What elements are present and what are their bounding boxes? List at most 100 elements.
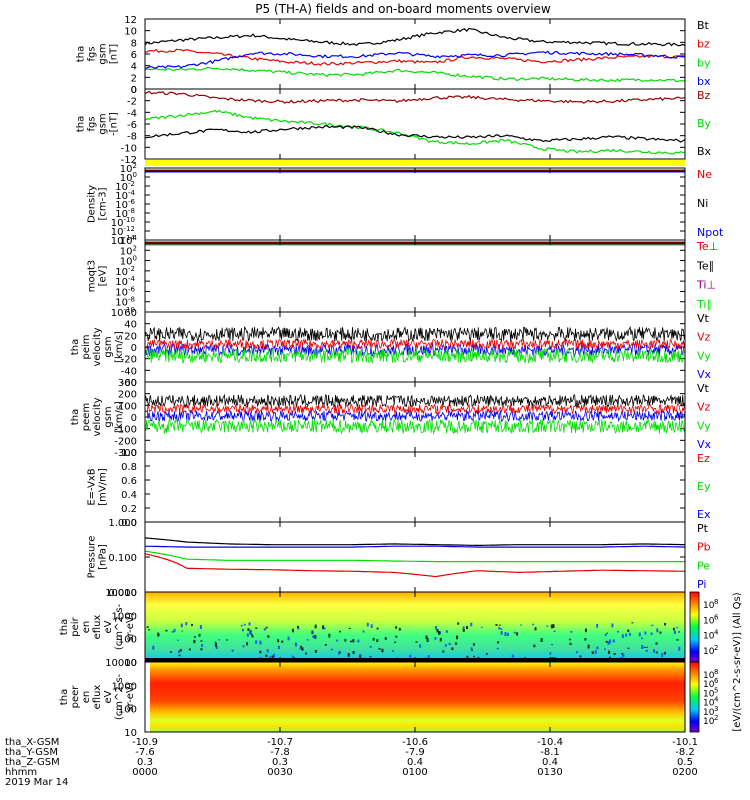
axis-tick-label: 0.3 [137, 757, 153, 768]
panel-peem-velocity-ytick: -300 [114, 448, 137, 459]
date-label: 2019 Mar 14 [5, 777, 68, 788]
axis-row-name: tha_Z-GSM [5, 757, 60, 768]
panel-fgs-gsm-ytick: 2 [131, 73, 137, 84]
svg-text:1000: 1000 [112, 681, 137, 692]
panel-fgs-gsm-ylabel: thafgsgsm[nT] [76, 43, 120, 64]
series-bx [144, 50, 686, 69]
panel-fgs-gsm-z-ytick: -6 [127, 120, 137, 131]
series-bz [144, 48, 686, 66]
series-Pi [144, 545, 686, 548]
svg-text:10: 10 [124, 658, 137, 669]
svg-text:10: 10 [703, 689, 715, 699]
panel-efield-ytick: 0.8 [121, 462, 137, 473]
svg-text:1.0: 1.0 [121, 448, 137, 459]
axis-tick-label: 0.5 [677, 757, 693, 768]
svg-text:10: 10 [703, 601, 715, 611]
svg-text:0.8: 0.8 [121, 462, 137, 473]
svg-text:-6: -6 [128, 198, 136, 206]
svg-text:-14: -14 [124, 234, 136, 242]
panel-peir-en-eflux-ylabel: thapeirenefluxeV(cm^2-s-sr-eV) [59, 603, 136, 650]
svg-text:10: 10 [124, 27, 137, 38]
svg-text:6: 6 [714, 677, 719, 685]
svg-text:10: 10 [703, 632, 715, 642]
legend-Pi: Pi [697, 578, 706, 591]
colorbar-tick: 10 8 [703, 598, 718, 611]
axis-tick-label: 0.4 [542, 757, 558, 768]
panel-pressure-ytick: 1.000 [108, 518, 137, 529]
panel-efield-ylabel: E=-VxB[mV/m] [87, 468, 109, 506]
svg-text:4: 4 [133, 234, 138, 242]
svg-text:10: 10 [120, 236, 133, 247]
series-Vt [144, 393, 686, 408]
svg-text:0.4: 0.4 [121, 490, 137, 501]
svg-text:10000: 10000 [105, 658, 137, 669]
panel-fgs-gsm: thafgsgsm[nT] Bt bz by bx [76, 18, 711, 90]
svg-text:100: 100 [118, 705, 137, 716]
legend-bx: bx [697, 75, 711, 88]
series-Vx [144, 409, 686, 423]
panel-density-ytick: 10 -10 [111, 216, 135, 229]
colorbar-tick: 10 8 [703, 668, 718, 681]
svg-text:-40: -40 [121, 366, 137, 377]
panel-fgs-gsm-z-ytick: -2 [127, 97, 137, 108]
panel-density-ytick: 10 -6 [115, 198, 135, 211]
panel-efield-ytick: 0.6 [121, 476, 137, 487]
panel-peem-velocity: thapeemvelocitygsm[km/s] Vt Vz Vy Vx [70, 381, 712, 453]
panel-temperature-ytick: 10 0 [120, 255, 137, 268]
legend-Npot: Npot [697, 226, 724, 239]
legend-by: by [697, 56, 711, 69]
panel-fgs-gsm-z-ytick: -4 [127, 108, 137, 119]
svg-text:10: 10 [120, 173, 133, 184]
axis-tick-label: -10.9 [132, 737, 158, 748]
panel-peem-velocity-ytick: 100 [118, 401, 137, 412]
svg-text:100: 100 [118, 635, 137, 646]
panel-temperature-ytick: 10 -6 [115, 285, 135, 298]
series-Pe [144, 550, 685, 563]
svg-text:-4: -4 [127, 108, 137, 119]
series-Bt [144, 27, 686, 47]
colorbar-tick: 10 5 [703, 686, 718, 699]
axis-tick-label: -10.6 [402, 737, 428, 748]
svg-text:20: 20 [124, 331, 137, 342]
panel-peer-en-eflux-ytick: 100 [118, 705, 137, 716]
svg-text:5: 5 [714, 686, 718, 694]
panel-density-ytick: 10 -8 [115, 207, 135, 220]
panel-density-ytick: 10 -12 [111, 225, 135, 238]
svg-text:10: 10 [115, 209, 128, 220]
panel-efield-frame [144, 451, 686, 523]
svg-text:-10: -10 [124, 306, 135, 314]
axis-tick-label: 0130 [537, 767, 562, 778]
axis-tick-label: 0000 [132, 767, 157, 778]
legend-Vz: Vz [697, 331, 711, 344]
legend-Bt: Bt [697, 19, 710, 32]
panel-fgs-gsm-z-ytick: 0 [131, 85, 137, 96]
svg-text:-4: -4 [128, 189, 136, 197]
svg-text:-4: -4 [128, 275, 136, 283]
legend-Pb: Pb [697, 541, 711, 554]
panel-pressure-ylabel: Pressure[nPa] [87, 536, 109, 579]
legend-Ni: Ni [697, 197, 708, 210]
series-Vt [144, 325, 686, 343]
legend-Pe: Pe [697, 559, 710, 572]
panel-pressure: Pressure[nPa] Pt Pb Pe Pi [87, 521, 711, 593]
panel-peim-velocity-ytick: -40 [121, 366, 137, 377]
panel-peim-velocity-ytick: 0 [131, 343, 137, 354]
svg-text:10: 10 [115, 191, 128, 202]
svg-text:10: 10 [115, 267, 128, 278]
axis-row-name: tha_X-GSM [5, 737, 59, 748]
panel-temperature-ytick: 10 -2 [115, 265, 135, 278]
colorbar-tick: 10 3 [703, 705, 718, 718]
colorbar-label: [eV/(cm^2-s-sr-eV)] (All Qs) [732, 592, 743, 731]
svg-text:6: 6 [131, 50, 137, 61]
panel-peim-velocity-ytick: 40 [124, 320, 137, 331]
svg-text:-2: -2 [127, 97, 137, 108]
svg-text:10: 10 [111, 236, 124, 247]
axis-tick-label: 0.4 [407, 757, 423, 768]
svg-text:4: 4 [714, 696, 719, 704]
axis-tick-label: -8.2 [675, 747, 695, 758]
svg-text:100: 100 [118, 401, 137, 412]
panel-peer-en-eflux-ylabel: thapeerenefluxeV(cm^2-s-sr-eV) [59, 673, 136, 720]
chart-title: P5 (TH-A) fields and on-board moments ov… [255, 2, 551, 16]
legend-Vy: Vy [697, 419, 711, 432]
colorbar-tick: 10 4 [703, 629, 719, 642]
